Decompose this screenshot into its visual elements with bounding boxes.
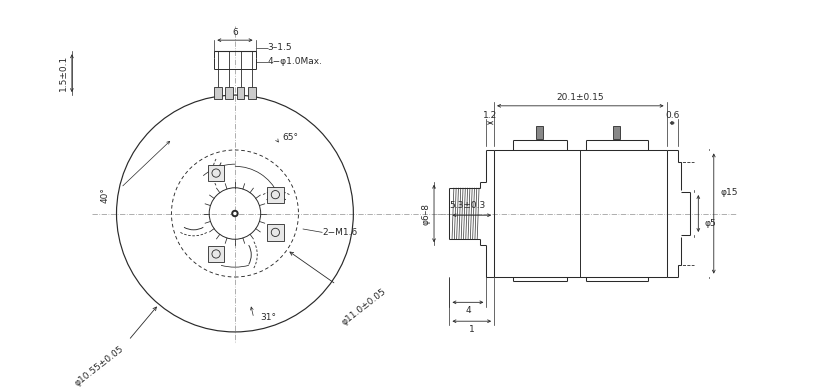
Text: φ15: φ15 bbox=[721, 187, 738, 196]
Text: φ10.55±0.05: φ10.55±0.05 bbox=[72, 345, 125, 388]
Text: 2−M1.6: 2−M1.6 bbox=[323, 228, 358, 237]
Bar bbox=[248, 88, 255, 99]
Bar bbox=[267, 186, 284, 203]
Circle shape bbox=[232, 210, 238, 217]
Text: 1: 1 bbox=[469, 325, 474, 334]
Text: 1.2: 1.2 bbox=[483, 111, 498, 120]
Bar bbox=[208, 165, 225, 181]
Text: 5.3±0.3: 5.3±0.3 bbox=[449, 201, 486, 210]
Text: 40°: 40° bbox=[101, 187, 110, 203]
Text: 31°: 31° bbox=[260, 313, 277, 322]
Text: 20.1±0.15: 20.1±0.15 bbox=[557, 93, 604, 102]
Text: 6: 6 bbox=[232, 28, 238, 37]
Text: 0.6: 0.6 bbox=[665, 111, 680, 120]
Bar bbox=[267, 224, 284, 240]
Bar bbox=[225, 88, 233, 99]
Text: 65°: 65° bbox=[282, 133, 298, 142]
Bar bbox=[613, 126, 620, 139]
Text: φ11.0±0.05: φ11.0±0.05 bbox=[339, 287, 388, 327]
Circle shape bbox=[234, 212, 236, 215]
Bar bbox=[215, 88, 222, 99]
Text: 4: 4 bbox=[465, 307, 471, 315]
Bar bbox=[537, 126, 543, 139]
Text: 4−φ1.0Max.: 4−φ1.0Max. bbox=[268, 57, 323, 66]
Bar bbox=[236, 88, 245, 99]
Text: φ5: φ5 bbox=[705, 219, 716, 228]
Text: 1.5±0.1: 1.5±0.1 bbox=[59, 55, 67, 91]
Text: φ6–8: φ6–8 bbox=[422, 203, 431, 224]
Bar bbox=[208, 246, 225, 262]
Text: 3–1.5: 3–1.5 bbox=[268, 44, 292, 53]
